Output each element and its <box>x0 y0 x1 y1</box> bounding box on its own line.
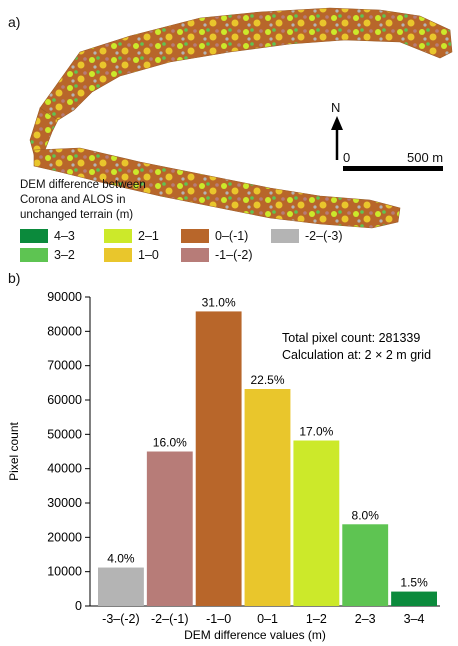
x-tick-label: 2–3 <box>355 612 376 626</box>
legend-label: 3–2 <box>54 248 75 262</box>
y-tick-label: 80000 <box>47 324 82 338</box>
chart-annotation: Total pixel count: 281339 <box>282 331 420 345</box>
map-strip-top <box>39 7 453 123</box>
y-tick-label: 70000 <box>47 359 82 373</box>
legend-swatch <box>181 229 209 243</box>
scale-zero-label: 0 <box>343 150 351 165</box>
bar <box>244 389 291 606</box>
scale-end-label: 500 m <box>407 150 444 165</box>
legend-swatch <box>20 229 48 243</box>
y-tick-label: 10000 <box>47 565 82 579</box>
x-tick-label: 3–4 <box>404 612 425 626</box>
legend-swatch <box>181 248 209 262</box>
legend-label: 2–1 <box>138 229 159 243</box>
legend-label: 1–0 <box>138 248 159 262</box>
x-tick-label: 0–1 <box>257 612 278 626</box>
bar <box>195 311 242 606</box>
legend-item: 2–1 <box>104 229 159 243</box>
y-tick-label: 30000 <box>47 496 82 510</box>
y-tick-label: 20000 <box>47 530 82 544</box>
legend-label: 4–3 <box>54 229 75 243</box>
legend-item: 1–0 <box>104 248 159 262</box>
bar-data-label: 16.0% <box>153 436 187 450</box>
scale-bar <box>343 166 443 171</box>
legend-item: 0–(-1) <box>181 229 248 243</box>
x-axis-title: DEM difference values (m) <box>184 628 326 642</box>
legend-swatch <box>271 229 299 243</box>
legend-title-line: Corona and ALOS in <box>20 194 126 206</box>
y-tick-label: 60000 <box>47 393 82 407</box>
dem-difference-map <box>29 7 453 229</box>
bar <box>98 567 144 606</box>
y-tick-label: 90000 <box>47 290 82 304</box>
y-tick-label: 0 <box>75 599 82 613</box>
bar-data-label: 8.0% <box>352 508 380 522</box>
legend-label: -1–(-2) <box>215 248 253 262</box>
map-strip-bottom <box>33 147 401 229</box>
legend-title-line: unchanged terrain (m) <box>20 209 134 221</box>
x-tick-label: 1–2 <box>306 612 327 626</box>
bar <box>293 440 340 606</box>
legend-item: 4–3 <box>20 229 75 243</box>
legend-label: 0–(-1) <box>215 229 249 243</box>
bar-data-label: 31.0% <box>202 295 236 309</box>
bar-data-label: 17.0% <box>299 425 333 439</box>
north-arrow-head <box>331 116 343 130</box>
x-tick-label: -3–(-2) <box>102 612 140 626</box>
legend-swatch <box>104 248 132 262</box>
legend-title-line: DEM difference between <box>20 179 146 191</box>
bar <box>391 591 437 606</box>
panel-a-label: a) <box>8 14 21 30</box>
x-tick-label: -2–(-1) <box>151 612 189 626</box>
bar-data-label: 1.5% <box>400 576 428 590</box>
legend-swatch <box>104 229 132 243</box>
legend-title: DEM difference between Corona and ALOS i… <box>20 178 146 223</box>
legend-label: -2–(-3) <box>305 229 343 243</box>
legend-item: -1–(-2) <box>181 248 253 262</box>
panel-b-label: b) <box>8 270 21 286</box>
y-tick-label: 50000 <box>47 427 82 441</box>
bar-data-label: 4.0% <box>107 552 135 566</box>
y-tick-label: 40000 <box>47 462 82 476</box>
chart-annotation: Calculation at: 2 × 2 m grid <box>282 348 431 362</box>
legend-item: 3–2 <box>20 248 75 262</box>
legend-swatch <box>20 248 48 262</box>
legend-item: -2–(-3) <box>271 229 343 243</box>
x-tick-label: -1–0 <box>206 612 231 626</box>
y-axis-title: Pixel count <box>7 421 21 480</box>
north-label: N <box>331 100 341 115</box>
bar <box>146 451 193 606</box>
bar-data-label: 22.5% <box>250 373 284 387</box>
bar <box>342 524 389 606</box>
